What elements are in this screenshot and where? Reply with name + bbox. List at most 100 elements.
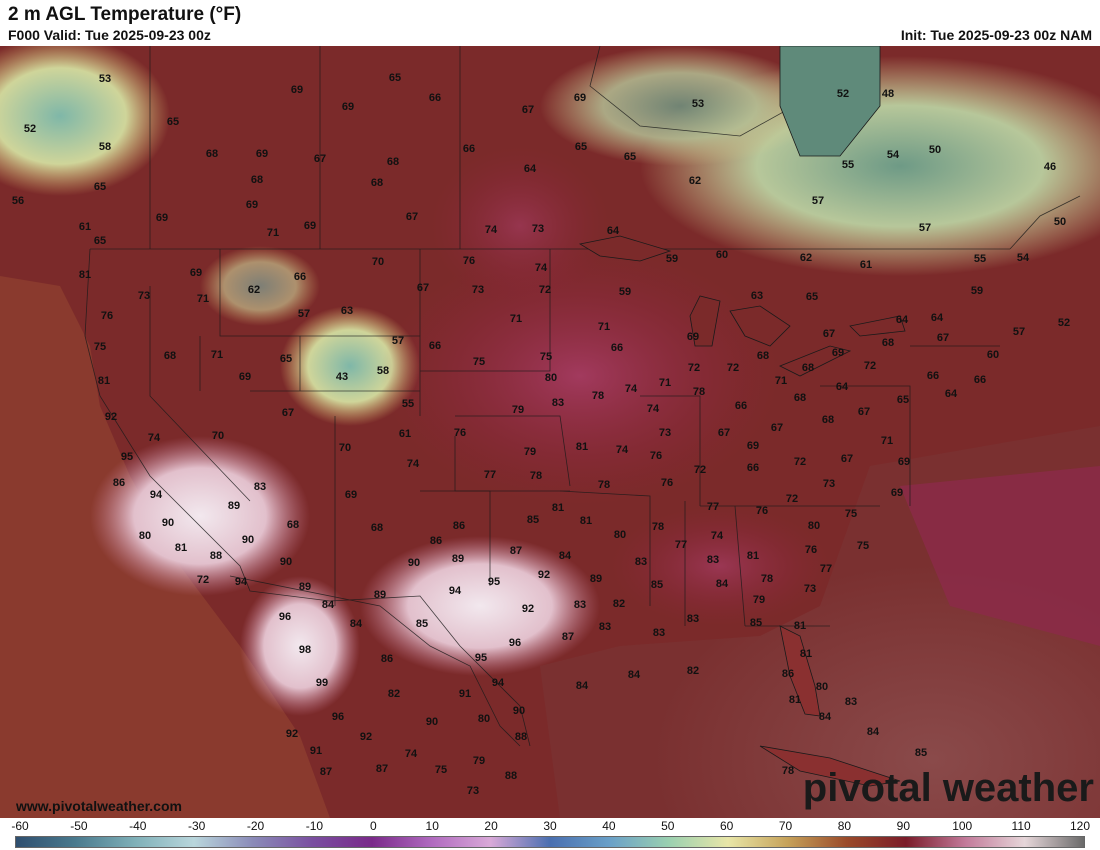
temp-label: 81 bbox=[79, 269, 91, 281]
temp-label: 84 bbox=[322, 599, 335, 611]
temp-label: 64 bbox=[524, 163, 537, 175]
temp-label: 68 bbox=[757, 350, 769, 362]
temp-label: 87 bbox=[510, 545, 522, 557]
temp-label: 73 bbox=[472, 284, 484, 296]
temp-label: 67 bbox=[282, 407, 294, 419]
temp-label: 88 bbox=[505, 770, 517, 782]
temp-label: 81 bbox=[576, 441, 588, 453]
temp-label: 83 bbox=[653, 627, 665, 639]
temperature-map[interactable]: 53 52 58 65 56 69 65 66 69 67 69 53 65 68 69 67 68 66 65 65… bbox=[0, 46, 1100, 818]
temp-label: 78 bbox=[761, 573, 773, 585]
temp-label: 95 bbox=[121, 451, 133, 463]
temp-label: 78 bbox=[598, 479, 610, 491]
temp-label: 69 bbox=[898, 456, 910, 468]
temp-label: 58 bbox=[99, 141, 111, 153]
canada-cool-zone-2 bbox=[540, 46, 820, 166]
temp-label: 81 bbox=[580, 515, 592, 527]
temp-label: 57 bbox=[298, 308, 310, 320]
temp-label: 81 bbox=[789, 694, 801, 706]
temp-label: 89 bbox=[228, 500, 240, 512]
temp-label: 63 bbox=[341, 305, 353, 317]
temp-label: 67 bbox=[522, 104, 534, 116]
temp-label: 68 bbox=[794, 392, 806, 404]
temp-label: 52 bbox=[24, 123, 36, 135]
temp-label: 85 bbox=[527, 514, 539, 526]
temp-label: 77 bbox=[820, 563, 832, 575]
temp-label: 78 bbox=[693, 386, 705, 398]
color-scale-tick: 90 bbox=[896, 819, 911, 833]
temp-label: 75 bbox=[473, 356, 485, 368]
temp-label: 87 bbox=[376, 763, 388, 775]
temp-label: 69 bbox=[304, 220, 316, 232]
temp-label: 74 bbox=[647, 403, 660, 415]
color-scale-tick: 30 bbox=[543, 819, 557, 833]
temp-label: 90 bbox=[242, 534, 254, 546]
temp-label: 81 bbox=[747, 550, 759, 562]
temp-label: 65 bbox=[94, 181, 106, 193]
temp-label: 91 bbox=[310, 745, 322, 757]
desert-hot-zone bbox=[90, 436, 310, 596]
temp-label: 71 bbox=[267, 227, 279, 239]
temp-label: 69 bbox=[747, 440, 759, 452]
temp-label: 68 bbox=[371, 522, 383, 534]
temp-label: 65 bbox=[94, 235, 106, 247]
temp-label: 72 bbox=[864, 360, 876, 372]
header: 2 m AGL Temperature (°F) F000 Valid: Tue… bbox=[0, 0, 1100, 46]
temp-label: 69 bbox=[156, 212, 168, 224]
temp-label: 84 bbox=[819, 711, 832, 723]
color-scale-tick: 70 bbox=[778, 819, 793, 833]
color-scale-tick: -60 bbox=[11, 819, 29, 833]
temp-label: 67 bbox=[841, 453, 853, 465]
temp-label: 85 bbox=[750, 617, 762, 629]
color-scale-tick: -30 bbox=[187, 819, 206, 833]
temp-label: 73 bbox=[804, 583, 816, 595]
temp-label: 74 bbox=[535, 262, 548, 274]
temp-label: 54 bbox=[1017, 252, 1030, 264]
color-scale-tick: -40 bbox=[129, 819, 147, 833]
temp-label: 84 bbox=[628, 669, 641, 681]
temp-label: 65 bbox=[167, 116, 179, 128]
temp-label: 69 bbox=[687, 331, 699, 343]
temp-label: 68 bbox=[251, 174, 263, 186]
temp-label: 50 bbox=[1054, 216, 1066, 228]
color-scale-tick: -50 bbox=[70, 819, 88, 833]
temp-label: 50 bbox=[929, 144, 941, 156]
temp-label: 60 bbox=[716, 249, 728, 261]
site-url[interactable]: www.pivotalweather.com bbox=[16, 798, 182, 814]
temp-label: 95 bbox=[475, 652, 487, 664]
temp-label: 79 bbox=[753, 594, 765, 606]
temp-label: 63 bbox=[751, 290, 763, 302]
color-scale-tick: -20 bbox=[246, 819, 265, 833]
temp-label: 76 bbox=[101, 310, 113, 322]
temp-label: 85 bbox=[915, 747, 927, 759]
temp-label: 79 bbox=[512, 404, 524, 416]
temp-label: 75 bbox=[435, 764, 447, 776]
sonora-hot-zone bbox=[240, 576, 360, 716]
temp-label: 66 bbox=[429, 92, 441, 104]
temp-label: 96 bbox=[332, 711, 344, 723]
temp-label: 83 bbox=[552, 397, 564, 409]
temp-label: 70 bbox=[372, 256, 384, 268]
temp-label: 71 bbox=[881, 435, 893, 447]
color-scale: -60 -50 -40 -30 -20 -10 0 10 20 30 40 50 60 70 80 90 100… bbox=[0, 818, 1100, 850]
temp-label: 65 bbox=[624, 151, 636, 163]
temp-label: 68 bbox=[802, 362, 814, 374]
temp-label: 83 bbox=[687, 613, 699, 625]
temp-label: 76 bbox=[805, 544, 817, 556]
color-scale-ticks: -60 -50 -40 -30 -20 -10 0 10 20 30 40 50 60 70 80 90 100… bbox=[0, 818, 1100, 834]
temp-label: 46 bbox=[1044, 161, 1056, 173]
temp-label: 92 bbox=[286, 728, 298, 740]
temp-label: 57 bbox=[812, 195, 824, 207]
temp-label: 64 bbox=[931, 312, 944, 324]
temp-label: 72 bbox=[688, 362, 700, 374]
temp-label: 94 bbox=[492, 677, 505, 689]
temp-label: 65 bbox=[389, 72, 401, 84]
color-scale-tick: 110 bbox=[1011, 819, 1031, 833]
temp-label: 69 bbox=[291, 84, 303, 96]
temp-label: 57 bbox=[919, 222, 931, 234]
temp-label: 76 bbox=[661, 477, 673, 489]
temp-label: 75 bbox=[94, 341, 106, 353]
temp-label: 55 bbox=[402, 398, 414, 410]
temp-label: 78 bbox=[652, 521, 664, 533]
valid-time: F000 Valid: Tue 2025-09-23 00z bbox=[8, 27, 211, 43]
